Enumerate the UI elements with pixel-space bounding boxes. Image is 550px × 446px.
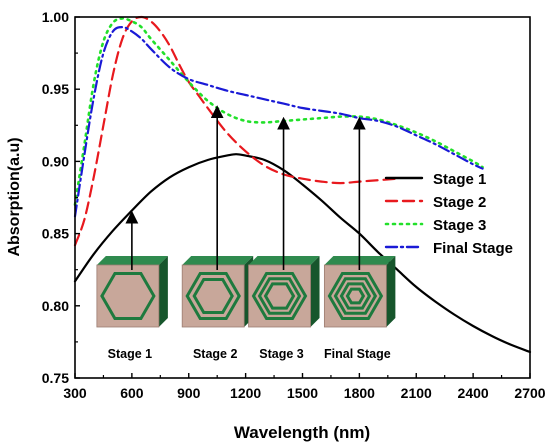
legend-label-stage-3: Stage 3 [433, 217, 486, 234]
hexagon-ring [257, 277, 302, 315]
series-line-final-stage [73, 25, 484, 218]
block-front-face [96, 264, 160, 328]
x-tick-label: 900 [177, 385, 201, 401]
x-tick-label: 1800 [344, 385, 375, 401]
x-tick-label: 600 [120, 385, 144, 401]
legend-label-final-stage: Final Stage [433, 240, 513, 257]
y-axis-label: Absorption(a.u) [6, 137, 23, 256]
x-tick-label: 1200 [230, 385, 261, 401]
series-line-stage-2 [73, 15, 399, 247]
x-tick-label: 2400 [458, 385, 489, 401]
y-tick-label: 0.90 [42, 153, 69, 169]
inset-final-stage [323, 256, 396, 328]
block-side-face [158, 256, 168, 327]
y-tick-label: 0.75 [42, 370, 69, 386]
inset-label-final-stage: Final Stage [324, 347, 391, 361]
legend: Stage 1 Stage 2 Stage 3 Final Stage [384, 171, 513, 257]
hexagon-ring [251, 272, 308, 320]
inset-stage-3 [248, 256, 320, 328]
legend-label-stage-2: Stage 2 [433, 194, 486, 211]
y-tick-label: 0.80 [42, 298, 69, 314]
inset-label-stage-3: Stage 3 [259, 347, 304, 361]
hexagon-ring [185, 272, 241, 320]
x-axis-label: Wavelength (nm) [234, 423, 370, 442]
y-tick-label: 1.00 [42, 9, 69, 25]
legend-label-stage-1: Stage 1 [433, 171, 486, 188]
hexagon-ring [327, 272, 384, 320]
hexagon-ring [339, 282, 372, 310]
y-tick-label: 0.95 [42, 81, 69, 97]
hexagon-ring [345, 287, 366, 305]
inset-label-stage-1: Stage 1 [108, 347, 153, 361]
y-tick-label: 0.85 [42, 226, 69, 242]
inset-label-stage-2: Stage 2 [193, 347, 238, 361]
hexagon-ring [100, 272, 156, 320]
block-side-face [386, 256, 396, 327]
x-tick-label: 300 [63, 385, 87, 401]
x-tick-label: 2100 [401, 385, 432, 401]
hexagon-ring [333, 277, 378, 315]
hexagon-ring [192, 278, 234, 314]
axis-ticks: 300 600 900 1200 1500 1800 2100 2400 2700 0.75 0.8… [42, 9, 546, 401]
hexagon-ring [263, 282, 296, 310]
structure-insets: Stage 1 Stage 2 Stage 3 Final Stage [96, 105, 396, 361]
x-tick-label: 2700 [514, 385, 545, 401]
x-tick-label: 1500 [287, 385, 318, 401]
series-line-stage-3 [73, 17, 484, 206]
series-curves [73, 15, 532, 354]
block-side-face [310, 256, 320, 327]
